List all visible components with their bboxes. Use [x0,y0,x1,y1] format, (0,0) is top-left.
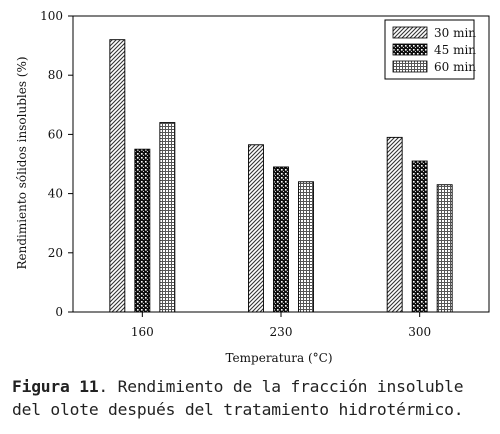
x-tick-label: 230 [270,325,293,339]
legend-swatch-60min [392,60,428,73]
caption-text: . Rendimiento de la fracción insoluble d… [12,377,464,419]
y-tick-label: 100 [40,9,63,23]
bar-300-60min [436,184,453,313]
y-tick-label: 0 [55,305,63,319]
y-tick-label: 60 [48,127,63,141]
y-tick-label: 20 [48,246,63,260]
legend-label: 30 min [434,26,476,40]
bar-230-45min [273,166,289,313]
figure-caption: Figura 11. Rendimiento de la fracción in… [12,375,496,421]
bar-300-45min [411,160,428,313]
y-axis-label: Rendimiento sólidos insolubles (%) [15,56,29,269]
legend-swatch-30min [392,26,428,39]
bar-230-60min [298,181,314,313]
legend-label: 45 min [434,43,476,57]
bar-chart: 0 20 40 60 80 100 160 230 300 30 min 45 min 60 min … [15,9,490,365]
legend-swatch-45min [392,43,428,56]
bar-160-45min [134,148,151,313]
x-tick-label: 160 [131,325,154,339]
bar-230-30min [248,144,264,313]
figure-label: Figura 11 [12,377,99,396]
x-tick-label: 300 [408,325,431,339]
y-tick-label: 40 [48,187,63,201]
bar-300-30min [386,136,403,313]
x-axis-label: Temperatura (°C) [225,351,332,365]
legend-label: 60 min [434,60,476,74]
bar-160-60min [159,122,176,313]
y-tick-label: 80 [48,68,63,82]
bar-160-30min [109,39,126,313]
